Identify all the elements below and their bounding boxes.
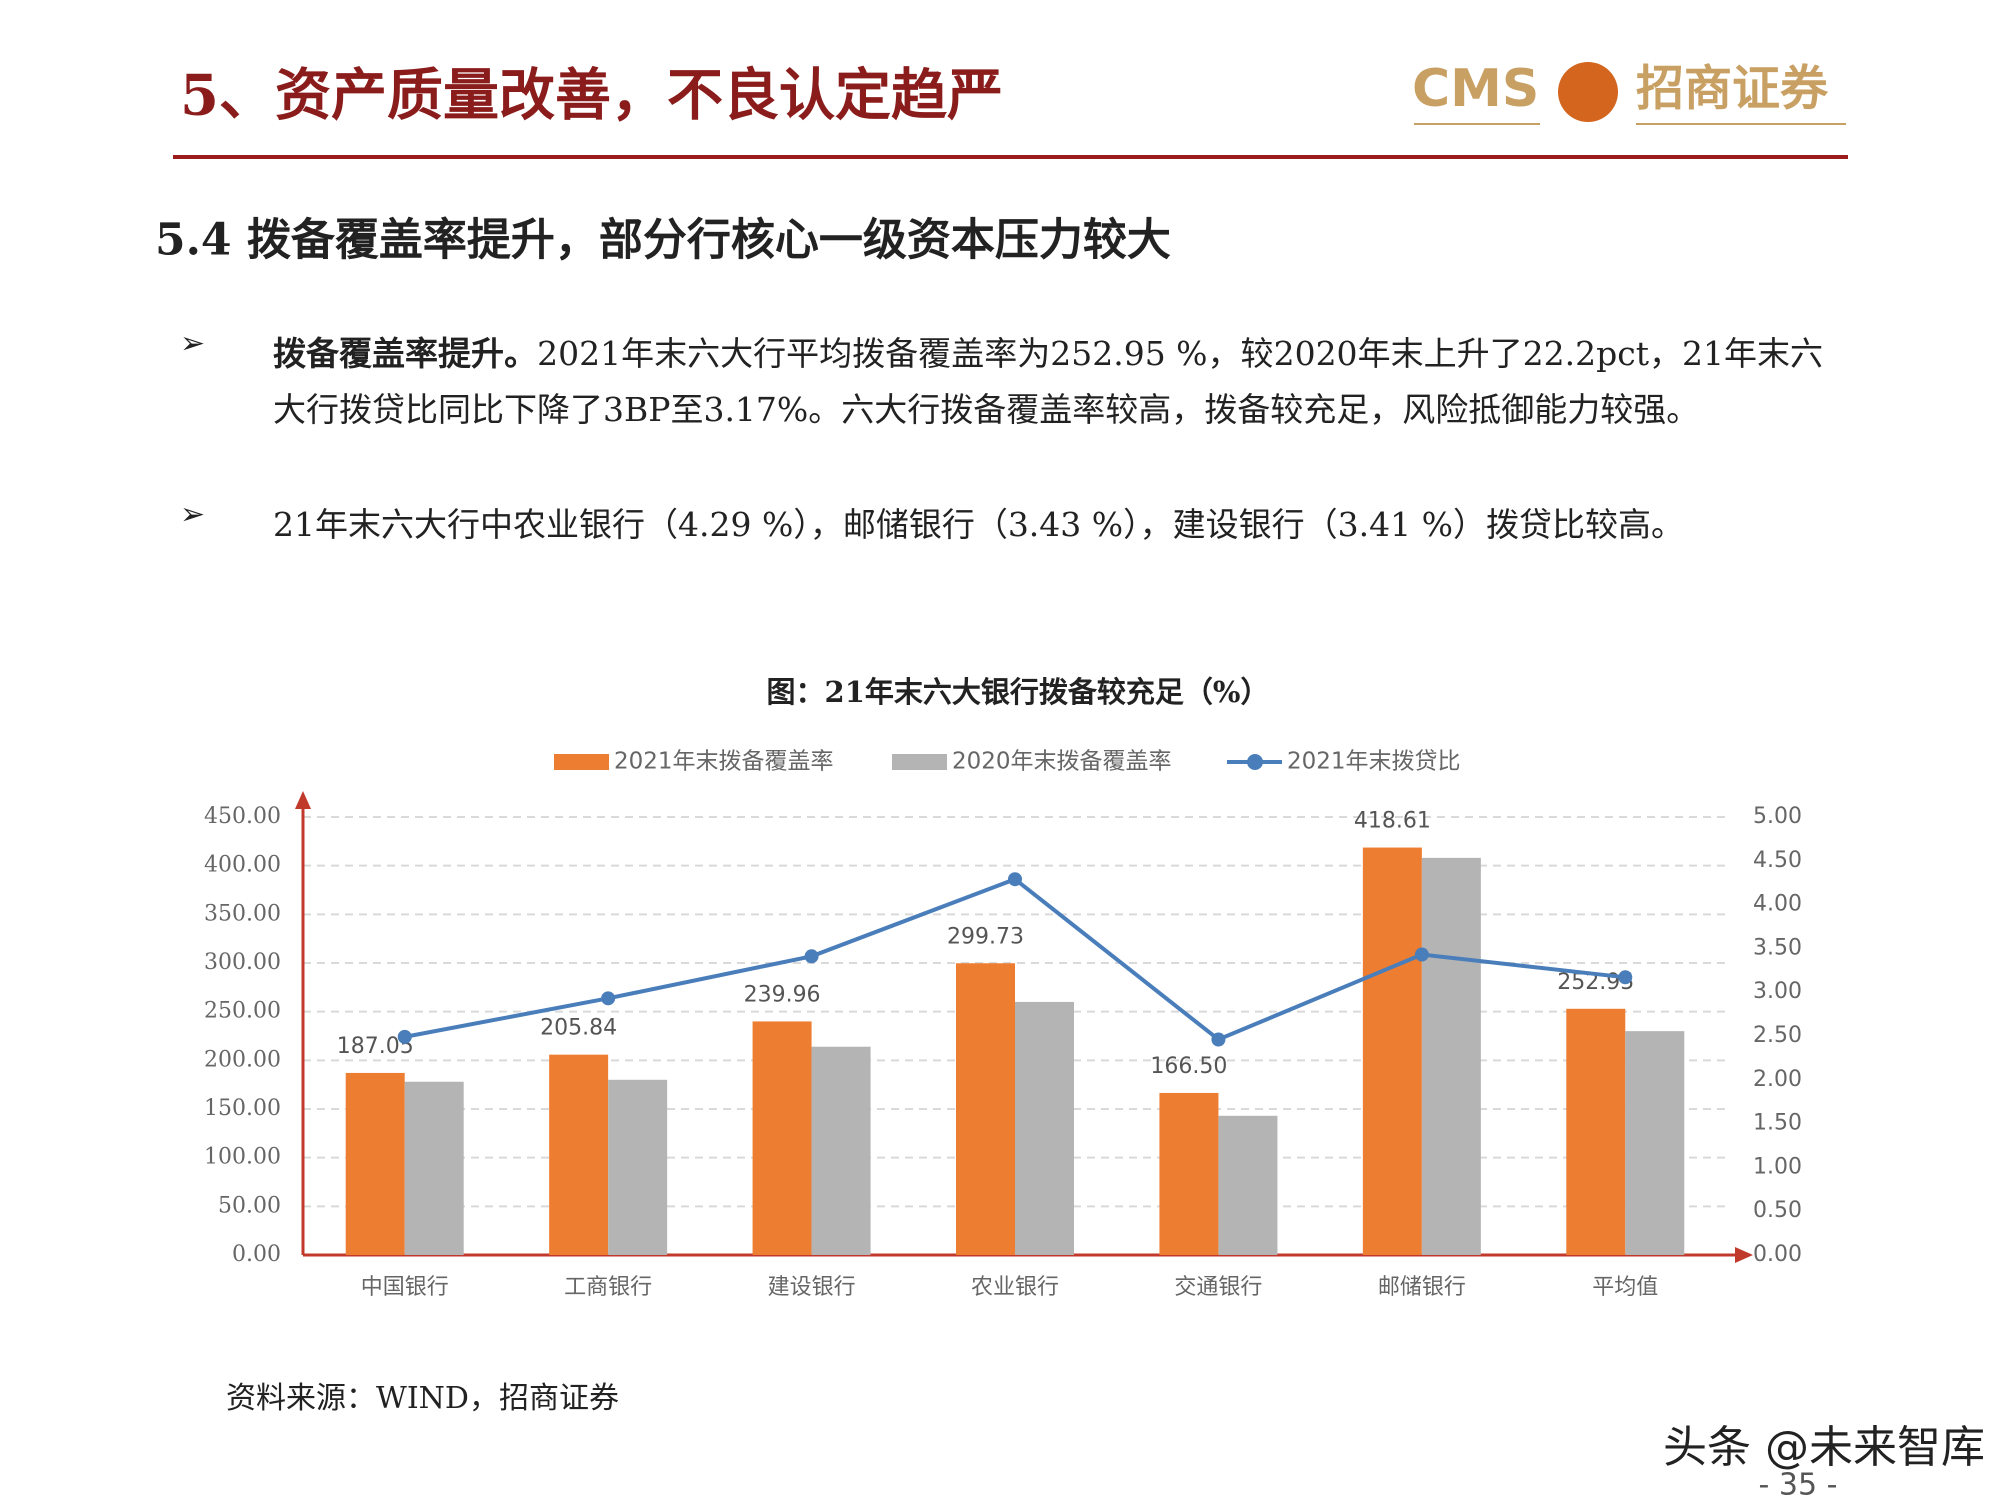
chart: 0.00 50.00 100.00 150.00 200.00 250.00 300.00 3…	[204, 749, 1802, 1301]
y-tick-label: 200.00	[204, 1047, 281, 1072]
x-tick-label: 中国银行	[361, 1275, 449, 1300]
line-point	[1414, 947, 1429, 962]
watermark: 头条 @未来智库	[1663, 1422, 1985, 1473]
x-tick-label: 建设银行	[768, 1275, 856, 1300]
y-tick-label: 100.00	[204, 1145, 281, 1170]
x-tick-label: 工商银行	[564, 1275, 652, 1300]
y2-tick-label: 5.00	[1753, 804, 1802, 829]
bar	[1015, 1001, 1074, 1255]
y-tick-label: 450.00	[204, 804, 281, 829]
line-point	[1211, 1032, 1226, 1047]
page-number: - 35 -	[1759, 1468, 1838, 1500]
y-tick-label: 150.00	[204, 1096, 281, 1121]
bar	[811, 1046, 871, 1255]
value-label: 239.96	[744, 982, 821, 1007]
bar	[1625, 1031, 1685, 1255]
bar	[1159, 1092, 1219, 1255]
bar	[608, 1079, 668, 1255]
legend-swatch	[892, 754, 947, 770]
bullet-arrow: ➢	[180, 497, 206, 532]
y-axis-arrow	[295, 791, 311, 809]
bar	[345, 1072, 405, 1255]
y2-tick-label: 2.50	[1753, 1023, 1802, 1048]
y2-tick-label: 3.50	[1753, 935, 1802, 960]
bullet: 21年末六大行中农业银行（4.29 %），邮储银行（3.43 %），建设银行（3…	[273, 497, 1823, 553]
bar	[404, 1081, 464, 1255]
y-tick-label: 300.00	[204, 950, 281, 975]
y2-tick-label: 0.50	[1753, 1198, 1802, 1223]
x-axis-arrow	[1735, 1247, 1753, 1263]
y-tick-label: 50.00	[218, 1193, 281, 1218]
logo-icon	[1558, 62, 1618, 122]
line-point	[1008, 872, 1022, 887]
line-point	[804, 949, 819, 964]
bar	[752, 1021, 812, 1255]
bar	[1421, 857, 1481, 1255]
section-title: 5.4 拨备覆盖率提升，部分行核心一级资本压力较大	[155, 215, 1171, 266]
chart-title: 图：21年末六大银行拨备较充足（%）	[767, 675, 1270, 709]
logo-cn: 招商证券	[1636, 61, 1829, 117]
value-label: 205.84	[540, 1016, 617, 1041]
y2-tick-label: 1.00	[1753, 1154, 1802, 1179]
line-point	[601, 991, 616, 1006]
y-tick-label: 350.00	[204, 901, 281, 926]
legend-swatch	[1247, 754, 1263, 770]
logo-en: CMS	[1412, 59, 1539, 119]
bullet: 拨备覆盖率提升。2021年末六大行平均拨备覆盖率为252.95 %，较2020年…	[273, 326, 1823, 438]
x-tick-label: 邮储银行	[1378, 1275, 1466, 1300]
value-label: 418.61	[1354, 809, 1431, 834]
y-tick-label: 0.00	[232, 1242, 281, 1267]
bar	[1218, 1115, 1278, 1255]
source-note: 资料来源：WIND，招商证券	[226, 1381, 619, 1416]
y-tick-label: 250.00	[204, 999, 281, 1024]
bullet-arrow: ➢	[180, 326, 206, 361]
y2-tick-label: 4.50	[1753, 848, 1802, 873]
legend-swatch	[554, 754, 609, 770]
line-point	[1618, 970, 1633, 985]
legend-label: 2020年末拨备覆盖率	[952, 749, 1172, 775]
value-label: 299.73	[947, 924, 1024, 949]
bar	[1362, 847, 1422, 1255]
x-tick-label: 平均值	[1592, 1275, 1658, 1300]
y2-tick-label: 4.00	[1753, 892, 1802, 917]
bullet-text: 21年末六大行中农业银行（4.29 %），邮储银行（3.43 %），建设银行（3…	[273, 505, 1684, 544]
legend-label: 2021年末拨贷比	[1287, 749, 1461, 775]
line-point	[397, 1029, 412, 1044]
x-tick-label: 交通银行	[1174, 1275, 1262, 1300]
value-label: 166.50	[1150, 1054, 1227, 1079]
y2-tick-label: 1.50	[1753, 1111, 1802, 1136]
legend-label: 2021年末拨备覆盖率	[614, 749, 834, 775]
x-tick-label: 农业银行	[971, 1275, 1059, 1300]
y2-tick-label: 2.00	[1753, 1067, 1802, 1092]
page-title: 5、资产质量改善，不良认定趋严	[180, 63, 1003, 129]
y-tick-label: 400.00	[204, 853, 281, 878]
bullet-text: 2021年末六大行平均拨备覆盖率为252.95 %，较2020年末上升了22.2…	[273, 334, 1824, 429]
bar	[956, 963, 1015, 1255]
y2-tick-label: 3.00	[1753, 979, 1802, 1004]
bar	[1566, 1008, 1626, 1255]
y2-tick-label: 0.00	[1753, 1242, 1802, 1267]
bullet-lead: 拨备覆盖率提升。	[273, 334, 538, 373]
bar	[549, 1054, 609, 1255]
